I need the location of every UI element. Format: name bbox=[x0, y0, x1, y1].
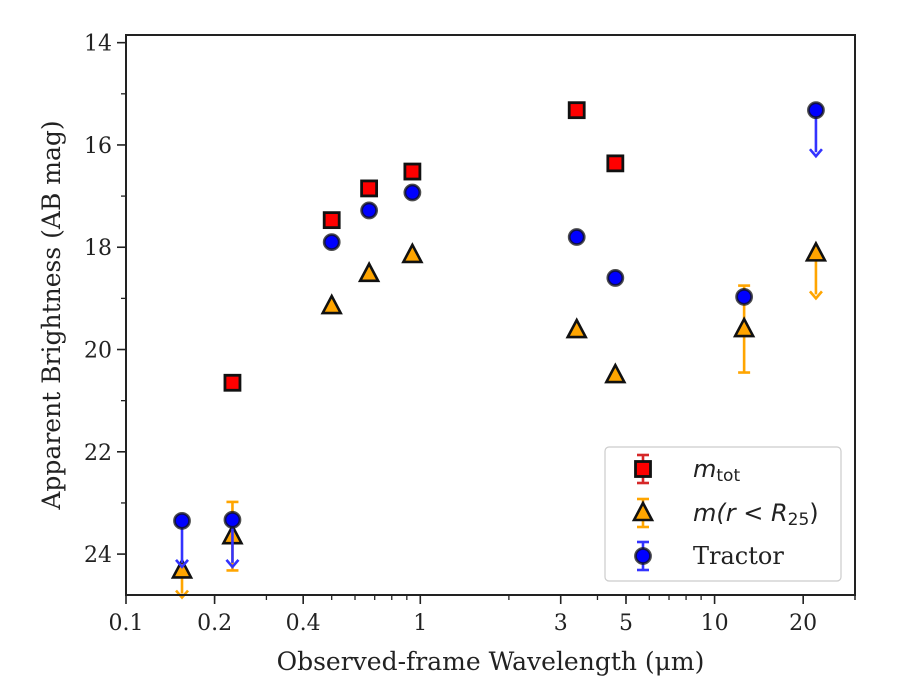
y-tick-label: 24 bbox=[84, 543, 112, 568]
legend-triangle-marker bbox=[631, 500, 655, 522]
square-point bbox=[223, 373, 242, 392]
circle-point bbox=[360, 201, 379, 220]
triangle-point bbox=[732, 316, 756, 338]
triangle-point bbox=[565, 317, 588, 339]
circle-point bbox=[606, 269, 625, 287]
y-tick-label: 22 bbox=[84, 441, 112, 466]
x-tick-label: 0.2 bbox=[197, 611, 232, 636]
legend-label: Tractor bbox=[693, 542, 784, 570]
x-tick-label: 0.1 bbox=[109, 611, 144, 636]
legend-label: mtot bbox=[693, 455, 740, 486]
triangle-point bbox=[604, 362, 627, 384]
legend-square-marker bbox=[634, 460, 652, 478]
triangle-point bbox=[170, 557, 194, 579]
x-tick-label: 10 bbox=[701, 611, 729, 636]
triangle-point bbox=[401, 242, 424, 264]
x-tick-label: 5 bbox=[619, 611, 633, 636]
x-axis: 0.1 0.2 0.4 1 3 5 10 20 bbox=[109, 595, 856, 636]
x-tick-label: 3 bbox=[554, 611, 568, 636]
y-tick-label: 14 bbox=[84, 32, 112, 57]
circle-limit-arrow bbox=[175, 559, 190, 569]
square-point bbox=[606, 154, 625, 173]
circle-point bbox=[173, 511, 191, 530]
x-axis-label: Observed-frame Wavelength (μm) bbox=[277, 647, 705, 676]
triangle-point bbox=[357, 261, 381, 283]
circle-point bbox=[223, 510, 242, 529]
triangle-limit-arrow bbox=[808, 290, 823, 301]
triangle-limit-arrow bbox=[175, 589, 190, 600]
y-tick-label: 20 bbox=[84, 339, 112, 364]
circle-point bbox=[403, 183, 422, 202]
square-point bbox=[322, 211, 341, 230]
y-axis: 14 16 18 20 22 24 bbox=[84, 32, 126, 568]
legend: mtot m(r < R25) Tractor bbox=[604, 446, 842, 582]
circle-limit-arrow bbox=[808, 148, 823, 159]
x-tick-label: 0.4 bbox=[286, 611, 321, 636]
square-point bbox=[360, 179, 379, 198]
legend-box bbox=[604, 446, 842, 582]
plot-area bbox=[170, 101, 828, 600]
x-tick-label: 1 bbox=[413, 611, 427, 636]
y-tick-label: 16 bbox=[84, 134, 112, 159]
legend-label: m(r < R25) bbox=[693, 499, 819, 530]
circle-point bbox=[567, 228, 586, 246]
square-point bbox=[403, 162, 422, 181]
legend-circle-marker bbox=[634, 547, 652, 565]
circle-point bbox=[807, 101, 825, 120]
square-point bbox=[567, 101, 586, 120]
circle-point bbox=[735, 287, 754, 306]
circle-point bbox=[322, 233, 341, 252]
triangle-point bbox=[804, 240, 828, 262]
circle-limit-arrow bbox=[225, 559, 240, 569]
plot-frame bbox=[125, 34, 856, 596]
x-tick-label: 20 bbox=[789, 611, 817, 636]
y-tick-label: 18 bbox=[84, 236, 112, 261]
triangle-point bbox=[320, 293, 343, 315]
y-axis-label: Apparent Brightness (AB mag) bbox=[37, 120, 66, 510]
